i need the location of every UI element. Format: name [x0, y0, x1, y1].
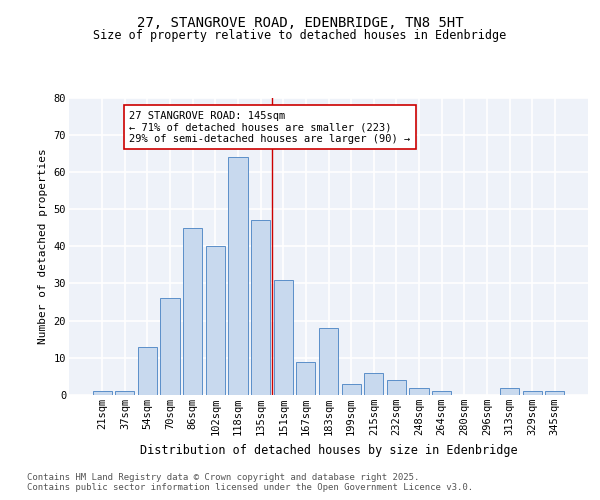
Bar	[229, 157, 248, 395]
Y-axis label: Number of detached properties: Number of detached properties	[38, 148, 48, 344]
Bar	[409, 388, 428, 395]
Bar	[183, 228, 202, 395]
Bar	[251, 220, 270, 395]
Bar	[500, 388, 519, 395]
Text: Size of property relative to detached houses in Edenbridge: Size of property relative to detached ho…	[94, 29, 506, 42]
Bar	[341, 384, 361, 395]
Bar	[364, 372, 383, 395]
Text: Contains HM Land Registry data © Crown copyright and database right 2025.
Contai: Contains HM Land Registry data © Crown c…	[27, 472, 473, 492]
Text: 27, STANGROVE ROAD, EDENBRIDGE, TN8 5HT: 27, STANGROVE ROAD, EDENBRIDGE, TN8 5HT	[137, 16, 463, 30]
Bar	[115, 392, 134, 395]
Bar	[432, 392, 451, 395]
Bar	[92, 392, 112, 395]
X-axis label: Distribution of detached houses by size in Edenbridge: Distribution of detached houses by size …	[140, 444, 517, 456]
Bar	[138, 346, 157, 395]
Bar	[319, 328, 338, 395]
Bar	[160, 298, 180, 395]
Bar	[523, 392, 542, 395]
Bar	[274, 280, 293, 395]
Bar	[206, 246, 225, 395]
Bar	[387, 380, 406, 395]
Text: 27 STANGROVE ROAD: 145sqm
← 71% of detached houses are smaller (223)
29% of semi: 27 STANGROVE ROAD: 145sqm ← 71% of detac…	[130, 110, 410, 144]
Bar	[296, 362, 316, 395]
Bar	[545, 392, 565, 395]
